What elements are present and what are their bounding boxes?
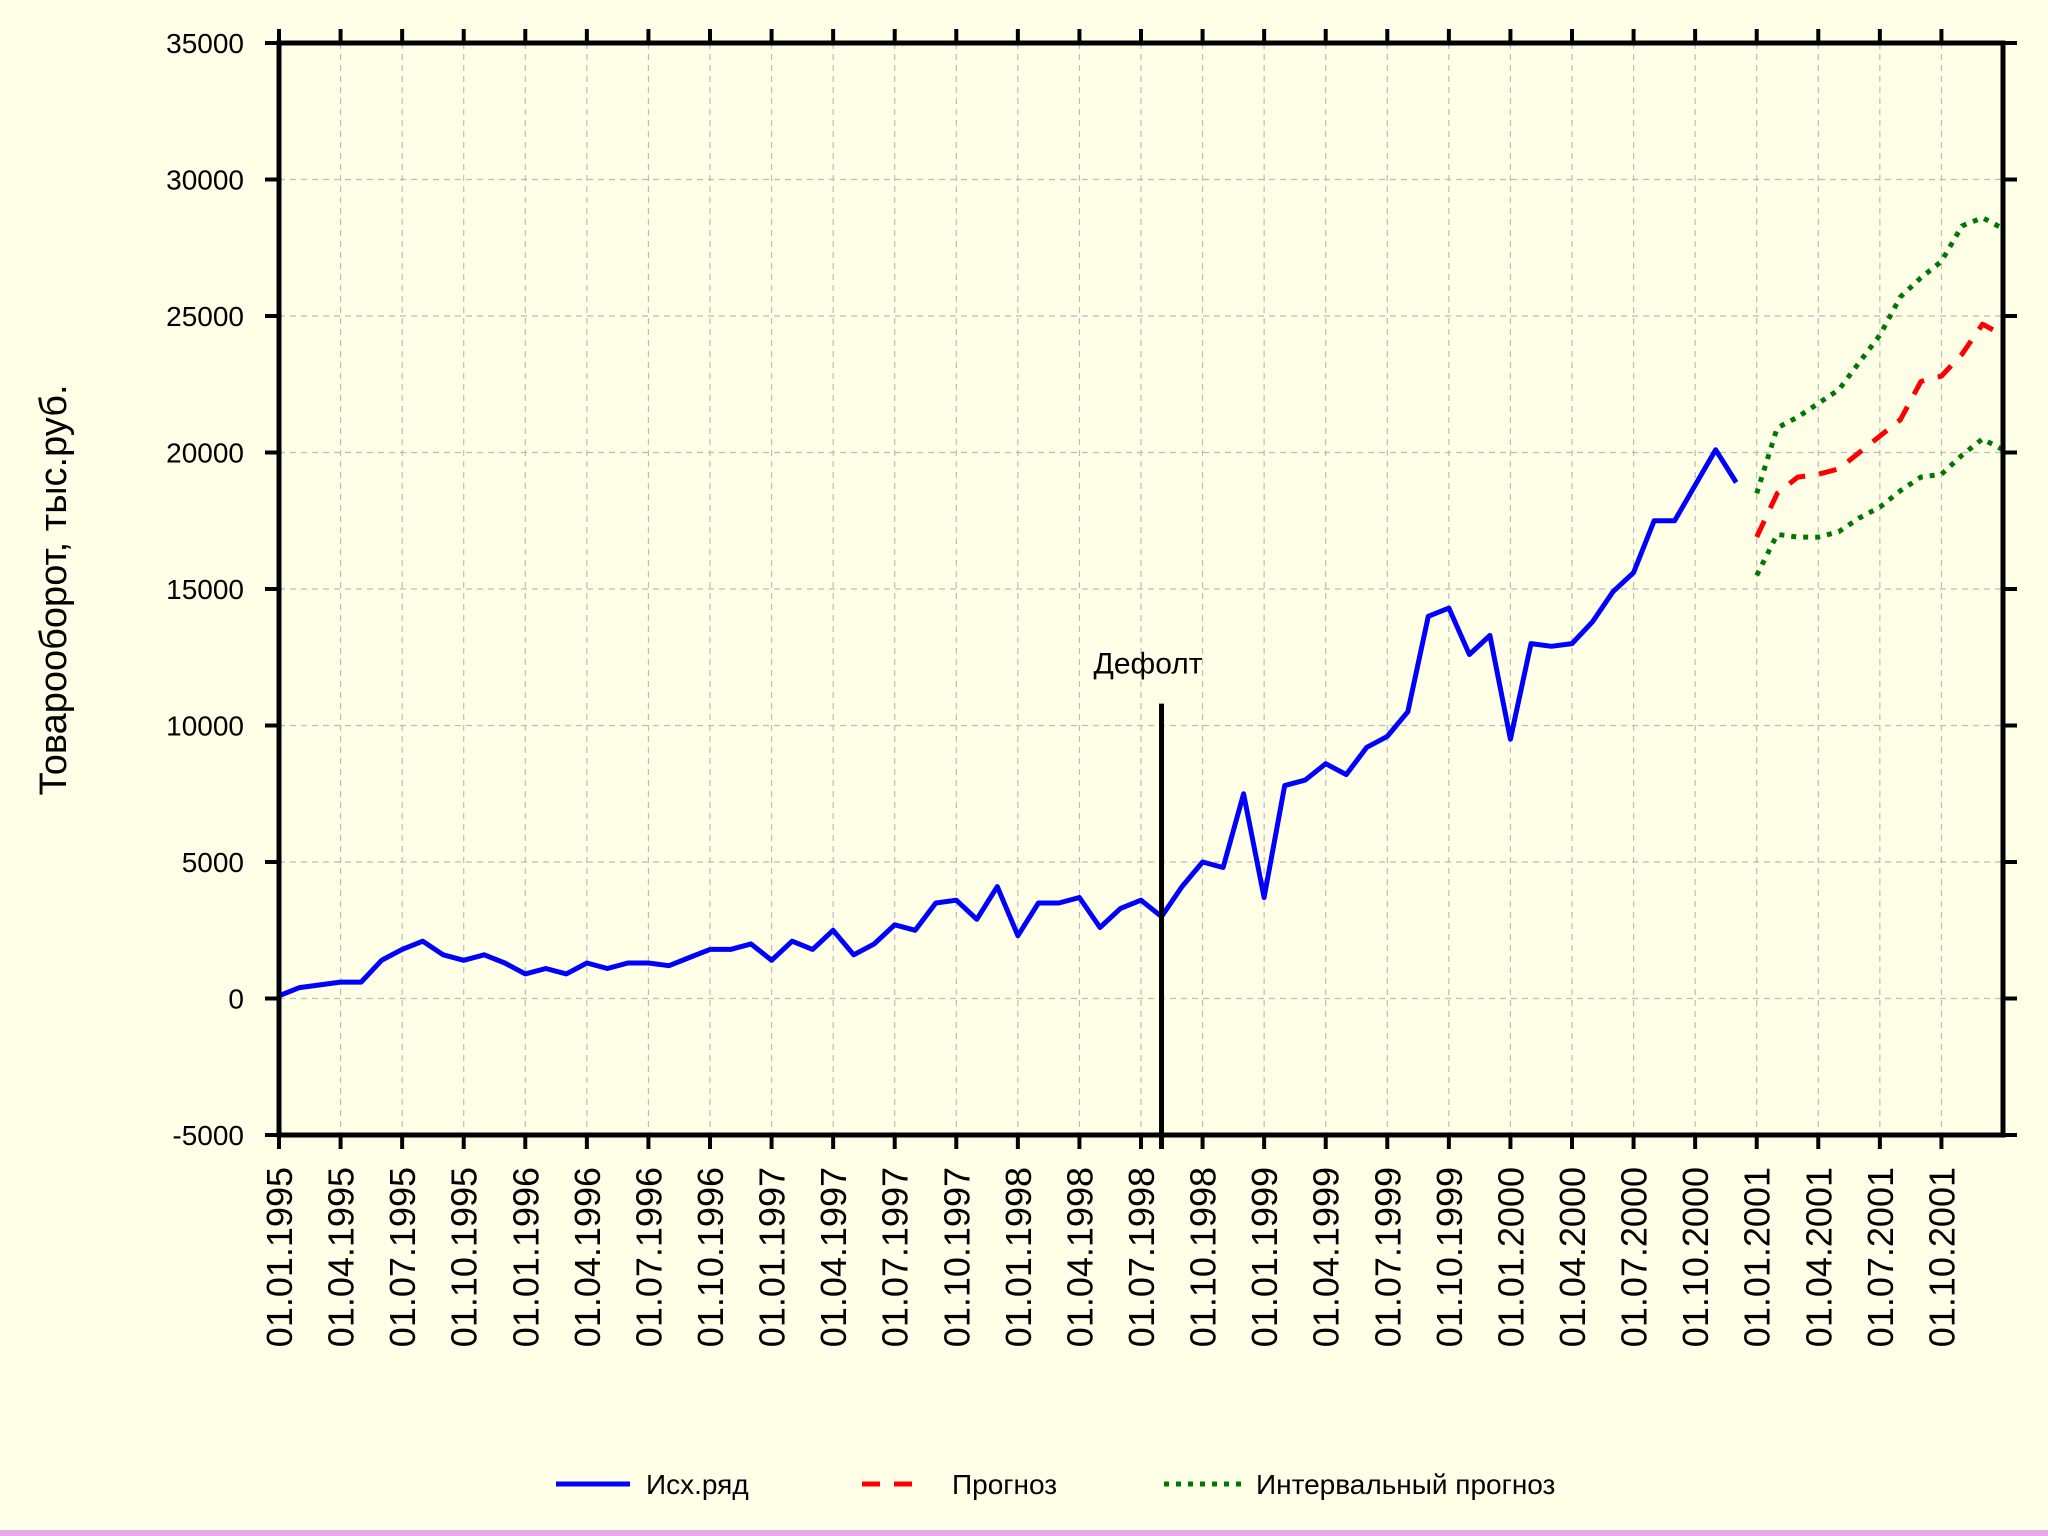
legend: Исх.ряд Прогноз Интервальный прогноз xyxy=(556,1469,1555,1500)
x-tick-label: 01.07.1996 xyxy=(628,1167,669,1347)
x-tick-label: 01.07.1997 xyxy=(875,1167,916,1347)
x-tick-label: 01.10.1996 xyxy=(690,1167,731,1347)
x-tick-label: 01.01.1999 xyxy=(1244,1167,1285,1347)
x-tick-label: 01.01.2001 xyxy=(1737,1167,1778,1347)
y-tick-label: 15000 xyxy=(166,574,244,605)
x-tick-label: 01.04.1998 xyxy=(1059,1167,1100,1347)
series-line-original xyxy=(278,447,1739,999)
x-tick-label: 01.10.1999 xyxy=(1429,1167,1470,1347)
series-line-forecast xyxy=(1754,321,2005,539)
x-tick-label: 01.01.1998 xyxy=(998,1167,1039,1347)
y-tick-label: 10000 xyxy=(166,711,244,742)
bottom-border-strip xyxy=(0,1530,2048,1536)
series-line-interval-lower xyxy=(1754,436,2005,577)
x-tick-label: 01.04.1996 xyxy=(567,1167,608,1347)
ticks-layer: -5000 0 5000 10000 15000 20000 25000 30000 35000… xyxy=(166,28,2017,1347)
y-tick-label: 20000 xyxy=(166,438,244,469)
y-axis-label: Товарооборот, тыс.руб. xyxy=(33,384,75,795)
annotation-layer: Дефолт xyxy=(1094,648,1203,1149)
series-layer xyxy=(278,215,2005,999)
x-tick-label: 01.04.2001 xyxy=(1798,1167,1839,1347)
x-tick-label: 01.07.2001 xyxy=(1860,1167,1901,1347)
x-tick-label: 01.01.1995 xyxy=(259,1167,300,1347)
legend-label-3: Интервальный прогноз xyxy=(1256,1469,1555,1500)
x-tick-label: 01.10.1998 xyxy=(1183,1167,1224,1347)
x-tick-label: 01.10.2000 xyxy=(1675,1167,1716,1347)
legend-label-2: Прогноз xyxy=(952,1469,1057,1500)
y-tick-label: 25000 xyxy=(166,301,244,332)
x-tick-label: 01.01.2000 xyxy=(1490,1167,1531,1347)
x-tick-label: 01.07.1999 xyxy=(1367,1167,1408,1347)
y-tick-label: 5000 xyxy=(182,847,244,878)
x-tick-label: 01.10.2001 xyxy=(1921,1167,1962,1347)
y-tick-label: 0 xyxy=(228,984,244,1015)
legend-label-1: Исх.ряд xyxy=(646,1469,749,1500)
x-tick-label: 01.04.1999 xyxy=(1306,1167,1347,1347)
y-tick-label: 35000 xyxy=(166,28,244,59)
default-marker-label: Дефолт xyxy=(1094,648,1203,681)
x-tick-label: 01.01.1997 xyxy=(752,1167,793,1347)
x-tick-label: 01.07.1995 xyxy=(382,1167,423,1347)
x-tick-label: 01.07.1998 xyxy=(1121,1167,1162,1347)
x-tick-label: 01.04.1995 xyxy=(321,1167,362,1347)
x-tick-label: 01.04.1997 xyxy=(813,1167,854,1347)
x-tick-label: 01.04.2000 xyxy=(1552,1167,1593,1347)
series-line-interval-upper xyxy=(1754,215,2005,495)
x-tick-label: 01.10.1995 xyxy=(444,1167,485,1347)
y-tick-label: 30000 xyxy=(166,165,244,196)
grid-layer xyxy=(279,43,2003,1135)
y-tick-label: -5000 xyxy=(172,1120,244,1151)
x-tick-label: 01.10.1997 xyxy=(936,1167,977,1347)
x-tick-label: 01.01.1996 xyxy=(505,1167,546,1347)
x-tick-label: 01.07.2000 xyxy=(1614,1167,1655,1347)
